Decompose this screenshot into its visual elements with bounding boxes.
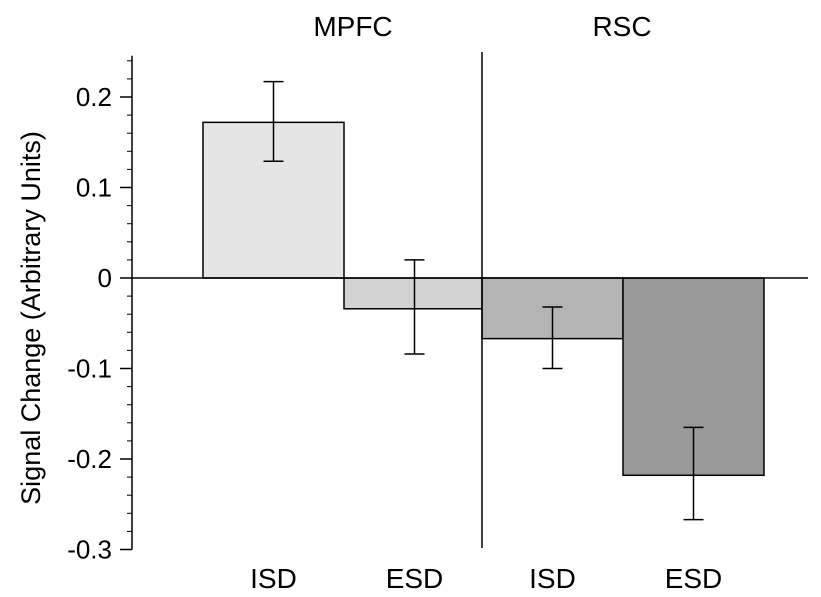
category-label-mpfc-isd: ISD [250, 563, 297, 594]
group-label-mpfc: MPFC [313, 11, 392, 42]
category-label-rsc-esd: ESD [665, 563, 723, 594]
labels-layer: 0.2 0.1 0 -0.1 -0.2 -0.3 MPFC RSC ISD ESD ISD ESD [67, 11, 722, 594]
category-label-mpfc-esd: ESD [386, 563, 444, 594]
y-tick-label: -0.1 [67, 354, 112, 384]
y-tick-label: -0.2 [67, 444, 112, 474]
category-label-rsc-isd: ISD [529, 563, 576, 594]
group-label-rsc: RSC [592, 11, 651, 42]
y-axis-title: Signal Change (Arbitrary Units) [16, 131, 46, 505]
y-tick-label: -0.3 [67, 535, 112, 565]
y-tick-label: 0 [98, 263, 112, 293]
bars-layer [202, 80, 765, 521]
y-tick-label: 0.2 [76, 82, 112, 112]
axes-layer [120, 52, 808, 551]
y-tick-label: 0.1 [76, 173, 112, 203]
